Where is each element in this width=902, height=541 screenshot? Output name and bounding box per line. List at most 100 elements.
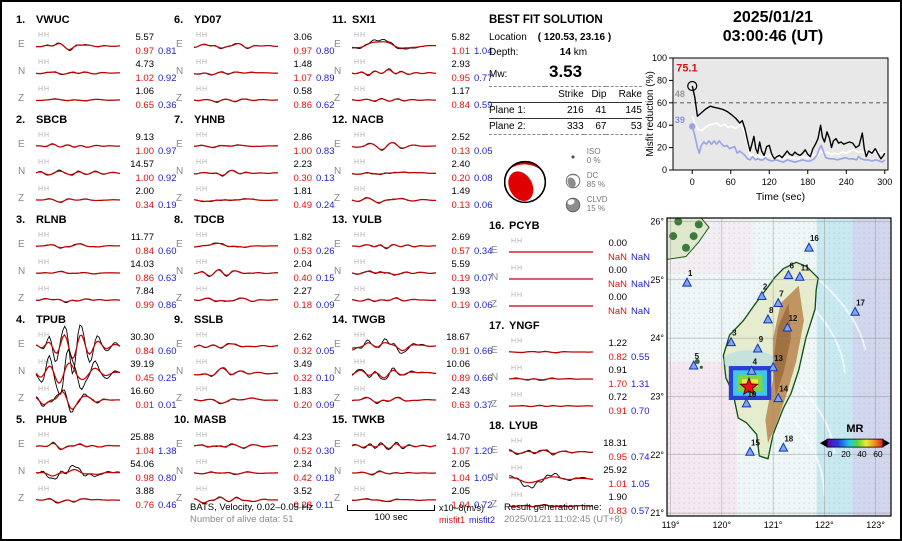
- misfit2-value: 0.72: [474, 500, 493, 511]
- band-code-label: HH: [354, 159, 367, 166]
- amplitude-value: 39.19: [130, 359, 154, 370]
- misfit1-value: 1.07: [451, 446, 471, 457]
- station-block: 16. PCYB E HH 0.00 NaN NaN N HH 0.00 NaN NaN Z HH 0.0…: [489, 220, 650, 318]
- misfit2-value: 0.05: [474, 146, 493, 157]
- misfit2-value: 1.38: [158, 446, 177, 457]
- station-header: 12. NACB: [332, 114, 384, 126]
- svg-text:39: 39: [675, 115, 685, 125]
- band-code-label: HH: [511, 438, 524, 445]
- waveform-row: E HH 0.00 NaN NaN: [489, 237, 650, 264]
- station-header: 8. TDCB: [174, 214, 225, 226]
- misfit1-value: 0.19: [451, 300, 471, 311]
- misfit2-value: 0.81: [158, 46, 177, 57]
- amplitude-value: 0.00: [608, 238, 628, 249]
- band-code-label: HH: [196, 86, 209, 93]
- channel-label: Z: [18, 293, 25, 304]
- station-number-label: 7: [779, 290, 784, 299]
- misfit1-value: 0.01: [135, 400, 155, 411]
- band-code-label: HH: [38, 186, 51, 193]
- amplitude-value: 0.91: [608, 365, 628, 376]
- svg-text:80: 80: [657, 75, 667, 85]
- band-code-label: HH: [38, 59, 51, 66]
- plane2-label: Plane 2:: [489, 118, 545, 135]
- lat-tick-label: 22°: [650, 450, 664, 460]
- station-header: 5. PHUB: [16, 414, 68, 426]
- band-code-label: HH: [354, 186, 367, 193]
- station-triangle: [773, 297, 784, 308]
- waveform-row: N HH 5.59 0.19 0.07: [332, 258, 493, 285]
- misfit1-value: 1.01: [608, 479, 628, 490]
- misfit1-value: 0.32: [293, 373, 313, 384]
- waveform-row: E HH 1.22 0.82 0.55: [489, 337, 650, 364]
- clvd-icon: [565, 197, 581, 212]
- misfit2-value: 1.04: [474, 46, 493, 57]
- misfit1-value: 0.97: [135, 46, 155, 57]
- station-number-label: 12: [788, 314, 797, 323]
- moment-tensor-decomposition: ISO 0 % DC 85 %: [489, 142, 642, 220]
- waveform-row: E HH 5.82 1.01 1.04: [332, 31, 493, 58]
- misfit1-value: 1.00: [135, 173, 155, 184]
- station-triangle: [741, 397, 752, 408]
- best-fit-solution-panel: BEST FIT SOLUTION Location ( 120.53, 23.…: [489, 14, 642, 220]
- waveform-trace: [35, 169, 121, 176]
- misfit1-value: 0.86: [293, 100, 313, 111]
- waveform-trace: [35, 198, 121, 203]
- amplitude-value: 4.73: [135, 59, 155, 70]
- waveform-row: Z HH 2.00 0.34 0.19: [16, 185, 177, 212]
- amplitude-value: 1.17: [451, 86, 471, 97]
- station-block: 4. TPUB E HH 30.30 0.84 0.60 N HH 39.19 0.45 0.25 Z…: [16, 314, 177, 413]
- station-triangle: [762, 313, 774, 324]
- focal-mechanism-beachball-icon: [503, 160, 547, 204]
- station-block: 10. MASB E HH 4.23 0.52 0.30 N HH 2.34 0.42 0.18 Z H…: [174, 414, 335, 512]
- waveform-trace: [35, 243, 121, 249]
- station-triangle: [726, 336, 737, 347]
- channel-label: E: [334, 239, 341, 250]
- station-map: 1 2 3 4 5 6 7 8 9 10 11 12 13 14 15 16 17 18 MR 0 20 40 60 26°…: [643, 212, 900, 539]
- waveform-trace: [35, 143, 121, 148]
- waveform-trace: [351, 470, 437, 476]
- misfit2-value: 0.59: [474, 100, 493, 111]
- map-basemap: [667, 218, 891, 516]
- waveform-trace: [35, 324, 121, 376]
- amplitude-value: 2.69: [451, 232, 471, 243]
- station-block: 12. NACB E HH 2.52 0.13 0.05 N HH 2.40 0.20 0.08 Z H…: [332, 114, 493, 212]
- channel-label: E: [334, 139, 341, 150]
- waveform-trace: [35, 464, 121, 480]
- amplitude-value: 0.58: [293, 86, 313, 97]
- misfit1-value: 0.97: [293, 46, 313, 57]
- channel-label: N: [18, 266, 26, 277]
- misfit2-value: 0.55: [631, 352, 650, 363]
- waveform-row: Z HH 1.90 0.83 0.57: [489, 491, 650, 518]
- waveform-row: E HH 4.23 0.52 0.30: [174, 431, 335, 458]
- misfit2-value: 0.77: [474, 73, 493, 84]
- waveform-trace: [351, 367, 437, 380]
- misfit1-value: NaN: [607, 306, 627, 317]
- waveform-trace: [35, 348, 121, 395]
- svg-text:75.1: 75.1: [676, 62, 697, 74]
- waveform-row: E HH 30.30 0.84 0.60: [16, 324, 177, 376]
- band-code-label: HH: [38, 159, 51, 166]
- band-code-label: HH: [354, 32, 367, 39]
- channel-label: E: [334, 39, 341, 50]
- amplitude-value: 25.88: [130, 432, 154, 443]
- misfit2-value: 0.74: [631, 452, 650, 463]
- channel-label: N: [334, 266, 342, 277]
- band-code-label: HH: [38, 359, 51, 366]
- mw-value: 3.53: [549, 62, 583, 81]
- amplitude-value: 2.05: [451, 459, 471, 470]
- depth-value: 14: [559, 47, 571, 58]
- units-label: x10–8(m/s): [439, 503, 485, 513]
- channel-label: N: [334, 66, 342, 77]
- misfit2-value: 0.66: [474, 373, 493, 384]
- waveform-row: Z HH 0.58 0.86 0.62: [174, 85, 335, 112]
- misfit1-value: 0.34: [135, 200, 155, 211]
- station-triangle: [803, 242, 815, 252]
- station-triangle: [782, 322, 793, 332]
- amplitude-value: 2.62: [293, 332, 313, 343]
- waveform-row: Z HH 16.60 0.01 0.01: [16, 385, 177, 413]
- station-header: 11. SXI1: [332, 14, 376, 26]
- scalebar-line: [347, 505, 435, 511]
- channel-label: N: [491, 472, 499, 483]
- scalebar-label: 100 sec: [374, 512, 408, 523]
